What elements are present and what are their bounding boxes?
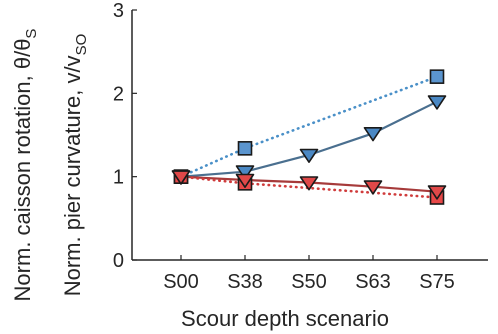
marker-layer bbox=[171, 69, 447, 205]
y-axis-title-1: Norm. caisson rotation, θ/θS bbox=[10, 29, 40, 302]
y-axis-title-2-sub: SO bbox=[73, 34, 90, 56]
y-tick-label: 0 bbox=[113, 250, 124, 272]
series-0-line bbox=[180, 100, 438, 178]
series-0-point bbox=[363, 127, 383, 142]
y-axis-title-2-main: Norm. pier curvature, v/v bbox=[60, 55, 85, 296]
series-2-point bbox=[235, 173, 255, 188]
x-tick-label: S00 bbox=[163, 271, 199, 293]
axes: 0 1 2 3 S00 S38 S50 S63 S75 bbox=[113, 0, 488, 293]
y-tick-label: 1 bbox=[113, 167, 124, 189]
series-2-point bbox=[299, 176, 319, 191]
series-1-line bbox=[179, 75, 439, 178]
y-tick-label: 2 bbox=[113, 83, 124, 105]
x-tick-label: S50 bbox=[291, 271, 327, 293]
series-2-point bbox=[427, 185, 447, 200]
series-0-point bbox=[235, 165, 255, 180]
x-tick-label: S63 bbox=[355, 271, 391, 293]
series-0-point bbox=[299, 148, 319, 163]
series-1-point bbox=[429, 69, 445, 84]
x-axis-title: Scour depth scenario bbox=[181, 306, 389, 331]
x-tick-label: S38 bbox=[227, 271, 263, 293]
y-axis-title-1-sub: S bbox=[23, 29, 40, 39]
series-2-point bbox=[171, 170, 191, 185]
x-tick-label: S75 bbox=[419, 271, 455, 293]
y-axis-title-2: Norm. pier curvature, v/vSO bbox=[60, 34, 90, 297]
series-1-point bbox=[237, 141, 253, 156]
series-0-point bbox=[427, 95, 447, 110]
y-axis-title-1-main: Norm. caisson rotation, θ/θ bbox=[10, 39, 35, 302]
y-tick-label: 3 bbox=[113, 0, 124, 22]
series-2-point bbox=[363, 180, 383, 195]
